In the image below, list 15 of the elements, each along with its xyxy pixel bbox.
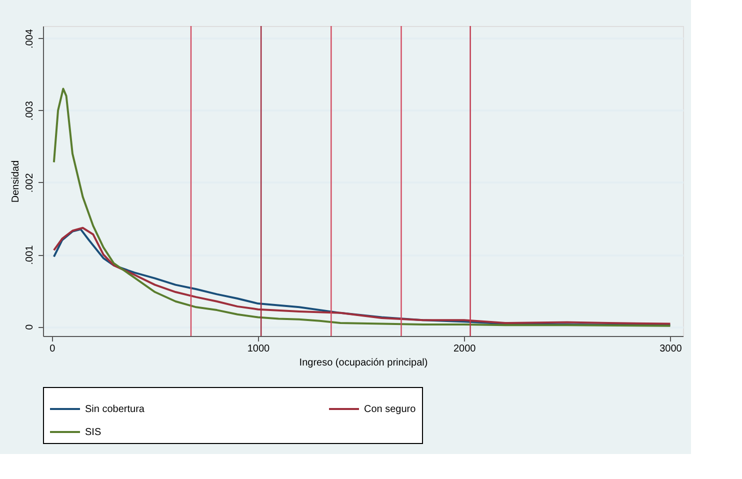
y-tick-label: 0 xyxy=(24,324,36,330)
x-tick-label: 0 xyxy=(50,344,56,354)
x-axis-title: Ingreso (ocupación principal) xyxy=(299,358,428,368)
y-tick-label: .002 xyxy=(24,172,36,193)
legend-label: Sin cobertura xyxy=(85,404,145,415)
line-series xyxy=(52,88,672,327)
y-tick-label: .004 xyxy=(24,28,36,48)
y-tick-label: .003 xyxy=(24,100,36,121)
y-axis-title: Densidad xyxy=(10,160,22,203)
x-tick-label: 2000 xyxy=(453,344,476,354)
legend-label: Con seguro xyxy=(364,404,416,415)
x-tick-label: 1000 xyxy=(247,344,270,354)
legend-label: SIS xyxy=(85,427,102,438)
x-tick-label: 3000 xyxy=(660,344,682,354)
y-tick-label: .001 xyxy=(24,244,36,265)
